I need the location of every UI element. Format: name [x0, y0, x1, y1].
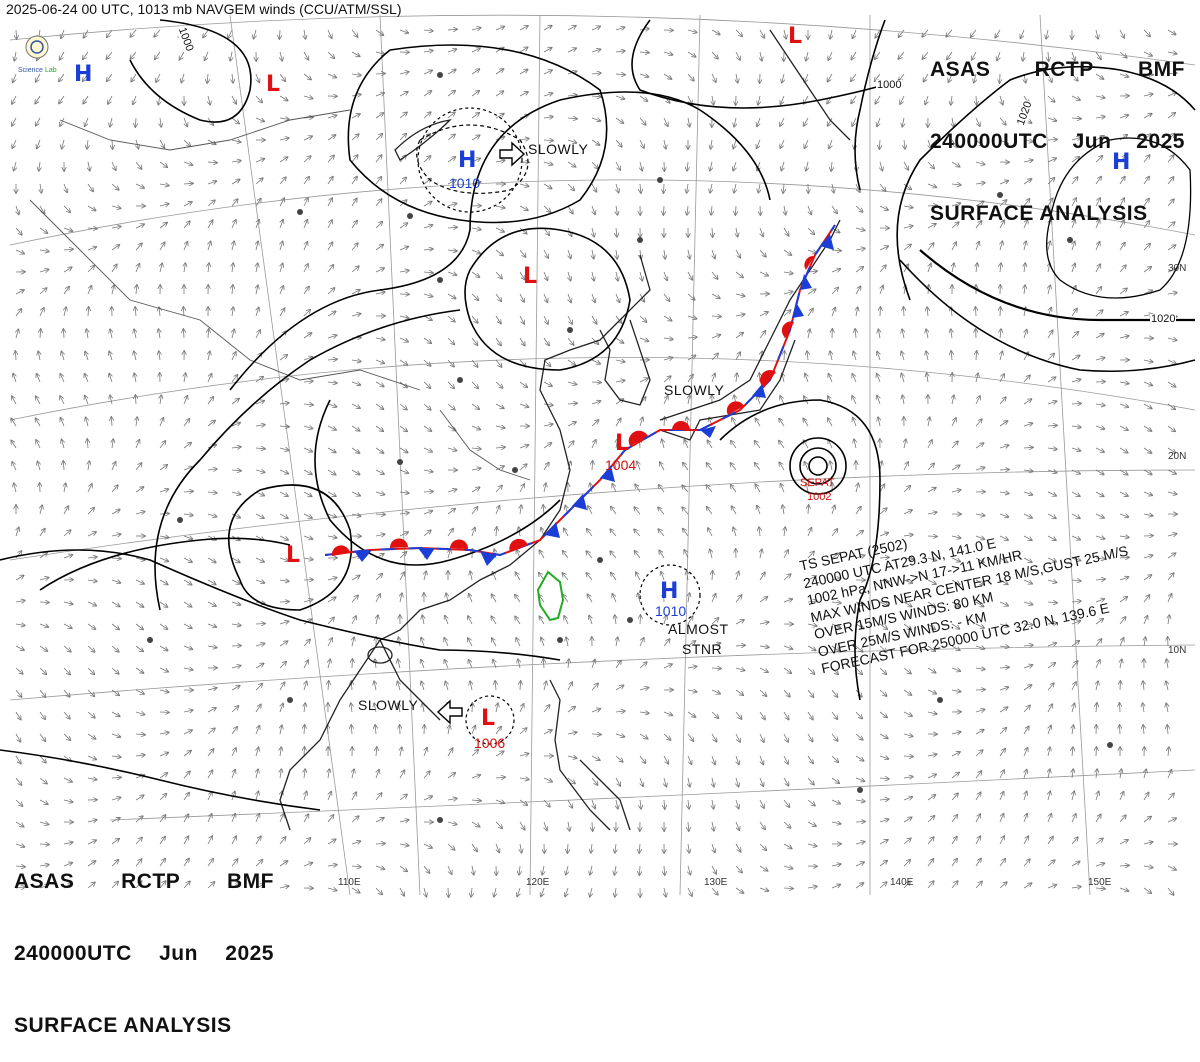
station-code: RCTP: [121, 870, 180, 894]
station-dot: [857, 787, 863, 793]
station-code: ASAS: [14, 870, 74, 894]
isobar-label: 1020: [1150, 314, 1176, 325]
station-dot: [457, 377, 463, 383]
station-dot: [557, 637, 563, 643]
low-pressure-value: 1006: [474, 736, 505, 750]
station-dot: [397, 459, 403, 465]
svg-text:Science: Science: [18, 67, 43, 74]
station-code: ASAS: [930, 58, 990, 82]
typhoon-name-label: SEPAT: [800, 478, 834, 489]
longitude-label: 150E: [1088, 878, 1111, 888]
wind-arrow: [1120, 703, 1121, 712]
analysis-type: SURFACE ANALYSIS: [14, 1014, 274, 1038]
wind-arrow: [976, 307, 977, 316]
motion-label: SLOWLY: [664, 383, 724, 397]
latitude-label: 10N: [1168, 646, 1186, 656]
station-dot: [297, 209, 303, 215]
science-lab-logo: Science Lab: [14, 30, 60, 76]
latitude-label: 30N: [1168, 264, 1186, 274]
station-code: BMF: [227, 870, 274, 894]
wind-arrow: [40, 602, 49, 603]
high-pressure-center: H: [1112, 152, 1130, 174]
wind-arrow: [664, 184, 665, 193]
wind-arrow: [448, 888, 449, 897]
low-pressure-center: L: [788, 26, 802, 48]
isobar-label: 1000: [876, 80, 902, 91]
analysis-year: 2025: [225, 942, 274, 966]
longitude-label: 130E: [704, 878, 727, 888]
wind-arrow: [280, 602, 289, 603]
station-code: RCTP: [1035, 58, 1094, 82]
analysis-year: 2025: [1136, 130, 1185, 154]
longitude-label: 140E: [890, 878, 913, 888]
station-dot: [437, 817, 443, 823]
motion-label: ALMOST: [668, 622, 729, 636]
longitude-label: 110E: [338, 878, 361, 888]
analysis-month: Jun: [1073, 130, 1112, 154]
station-dot: [657, 177, 663, 183]
station-dot: [407, 213, 413, 219]
title-block-top-right: ASAS RCTP BMF 240000UTC Jun 2025 SURFACE ANA…: [930, 10, 1185, 250]
station-dot: [437, 277, 443, 283]
station-dot: [147, 637, 153, 643]
wind-arrow: [640, 615, 641, 624]
low-pressure-center: L: [266, 74, 280, 96]
longitude-label: 120E: [526, 878, 549, 888]
station-dot: [567, 327, 573, 333]
high-pressure-center: H: [458, 150, 476, 172]
wind-arrow: [304, 747, 305, 756]
wind-arrow: [1000, 470, 1009, 471]
low-pressure-center: L: [481, 708, 495, 730]
station-dot: [637, 237, 643, 243]
analysis-month: Jun: [159, 942, 198, 966]
map-header: 2025-06-24 00 UTC, 1013 mb NAVGEM winds …: [6, 2, 402, 16]
wind-arrow: [976, 690, 985, 691]
station-dot: [1107, 742, 1113, 748]
high-pressure-center: H: [660, 581, 678, 603]
latitude-label: 20N: [1168, 452, 1186, 462]
wind-arrow: [904, 307, 905, 316]
station-code: BMF: [1138, 58, 1185, 82]
typhoon-pressure-label: 1002: [807, 492, 831, 503]
svg-text:Lab: Lab: [45, 67, 57, 74]
wind-arrow: [256, 624, 265, 625]
high-pressure-center: H: [74, 64, 92, 86]
station-dot: [177, 517, 183, 523]
motion-label: SLOWLY: [358, 698, 418, 712]
wind-arrow: [592, 382, 601, 383]
analysis-time: 240000UTC: [930, 130, 1048, 154]
wind-arrow: [856, 822, 865, 823]
low-pressure-center: L: [286, 545, 300, 567]
station-dot: [437, 72, 443, 78]
station-dot: [597, 557, 603, 563]
high-pressure-value: 1010: [449, 176, 480, 190]
motion-label: STNR: [682, 642, 722, 656]
high-pressure-value: 1010: [655, 604, 686, 618]
wind-arrow: [712, 668, 721, 669]
station-dot: [627, 617, 633, 623]
wind-arrow: [1120, 725, 1121, 734]
station-dot: [937, 697, 943, 703]
analysis-time: 240000UTC: [14, 942, 132, 966]
motion-label: SLOWLY: [528, 142, 588, 156]
low-pressure-center: L: [615, 433, 629, 455]
low-pressure-center: L: [523, 266, 537, 288]
analysis-type: SURFACE ANALYSIS: [930, 202, 1185, 226]
station-dot: [287, 697, 293, 703]
wind-arrow: [784, 351, 785, 360]
title-block-bottom-left: ASAS RCTP BMF 240000UTC Jun 2025 SURFACE ANA…: [14, 822, 274, 1062]
station-dot: [512, 467, 518, 473]
low-pressure-value: 1004: [605, 458, 636, 472]
